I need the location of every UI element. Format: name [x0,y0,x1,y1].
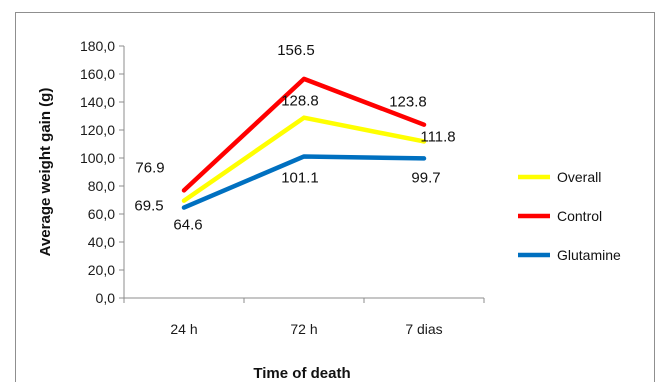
chart-axes: 0,0 20,0 40,0 60,0 80,0 100,0 120,0 140,0 160,0 1… [80,38,485,337]
y-axis-title: Average weight gain (g) [37,88,54,257]
chart-legend: Overall Control Glutamine [518,169,621,263]
data-label-control: 76.9 [135,159,164,176]
legend-label-overall: Overall [557,169,601,185]
data-label-glutamine: 101.1 [281,169,319,186]
series-line-control [181,76,427,193]
y-tick-label: 180,0 [80,38,115,54]
series-line-glutamine [181,154,427,210]
y-tick-label: 0,0 [96,290,116,306]
y-tick-label: 120,0 [80,122,115,138]
series-line-overall [181,115,427,203]
chart-lines [181,76,427,210]
x-tick-label: 7 dias [405,321,442,337]
y-tick-label: 40,0 [88,234,115,250]
y-tick-label: 80,0 [88,178,115,194]
x-tick-label: 72 h [290,321,317,337]
y-tick-label: 60,0 [88,206,115,222]
y-tick-label: 20,0 [88,262,115,278]
data-label-overall: 128.8 [281,93,319,110]
y-tick-label: 160,0 [80,66,115,82]
data-label-overall: 111.8 [420,128,455,145]
x-axis-title: Time of death [253,365,350,382]
y-tick-label: 140,0 [80,94,115,110]
x-tick-label: 24 h [170,321,197,337]
legend-label-glutamine: Glutamine [557,247,621,263]
legend-label-control: Control [557,208,602,224]
data-label-glutamine: 64.6 [173,217,202,234]
data-label-control: 123.8 [389,94,427,111]
data-label-overall: 69.5 [134,198,163,215]
data-label-glutamine: 99.7 [411,169,440,186]
chart-data-labels: 69.5 128.8 111.8 76.9 156.5 123.8 64.6 101.1 99.… [134,42,455,234]
y-tick-label: 100,0 [80,150,115,166]
data-label-control: 156.5 [277,42,315,59]
